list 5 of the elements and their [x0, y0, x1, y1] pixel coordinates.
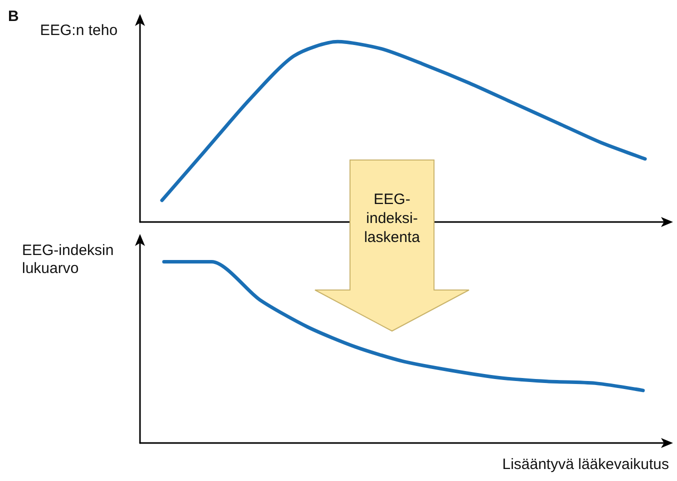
y-axis-title: EEG-indeksin lukuarvo — [22, 242, 115, 278]
x-axis-title: Lisääntyvä lääkevaikutus — [502, 456, 669, 474]
y-axis-title: EEG:n teho — [40, 22, 118, 40]
annotation: EEG-indeksi-laskenta — [363, 190, 421, 247]
text: B — [8, 8, 19, 26]
